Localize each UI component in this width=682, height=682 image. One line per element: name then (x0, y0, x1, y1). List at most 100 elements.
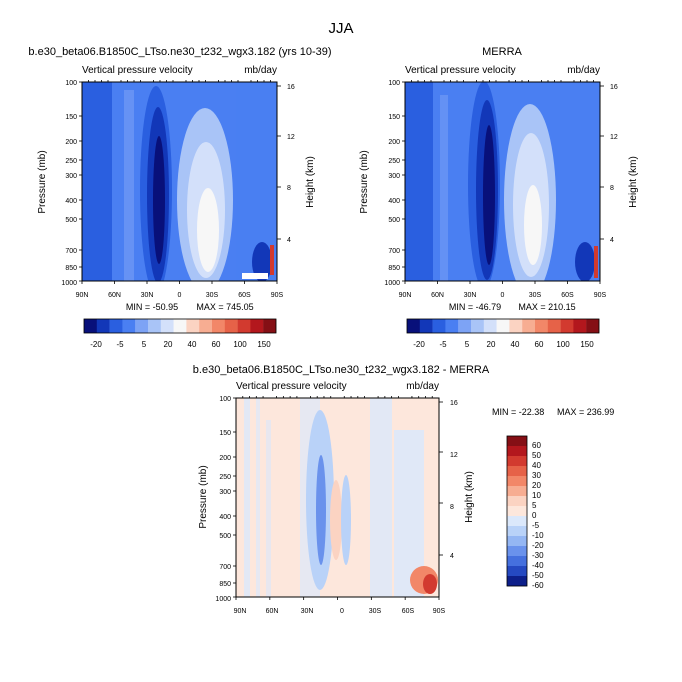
axis-ticks (79, 80, 604, 600)
season-title: JJA (328, 20, 353, 37)
colorbar-label: -10 (532, 531, 544, 540)
ytick-label: 400 (65, 198, 77, 205)
colorbar-swatch (199, 319, 213, 333)
panel-merra-ylabel-right: Height (km) (628, 156, 639, 208)
ytick-label: 500 (65, 217, 77, 224)
colorbar-swatch (212, 319, 225, 333)
colorbar-swatch (419, 319, 433, 333)
colorbar-swatch (122, 319, 136, 333)
ytick-label: 100 (388, 80, 400, 87)
colorbar-label: -50 (532, 571, 544, 580)
colorbar-frame (406, 318, 600, 334)
xtick-label: 90N (234, 608, 247, 615)
xtick-label: 30N (464, 292, 477, 299)
colorbar-frame (83, 318, 277, 334)
colorbar-swatch (507, 576, 527, 587)
ytick-label: 250 (65, 158, 77, 165)
colorbar-swatch (250, 319, 264, 333)
ytick-label: 250 (388, 158, 400, 165)
colorbar-swatch (586, 319, 600, 333)
colorbar-swatch (507, 566, 527, 577)
xtick-label: 30S (529, 292, 542, 299)
colorbar-swatch (547, 319, 561, 333)
ytick-label: 100 (219, 396, 231, 403)
ytick-right-label: 12 (450, 452, 458, 459)
ytick-label: 300 (219, 489, 231, 496)
ytick-label: 150 (388, 114, 400, 121)
ytick-label: 700 (65, 248, 77, 255)
colorbar-label: -30 (532, 551, 544, 560)
field-subsidence-core (197, 188, 219, 272)
ytick-right-label: 12 (287, 134, 295, 141)
ytick-label: 850 (65, 265, 77, 272)
field-polar (575, 242, 595, 281)
panel-model-colorbar (83, 318, 277, 334)
colorbar-label: 10 (532, 491, 541, 500)
ytick-label: 300 (388, 173, 400, 180)
colorbar-swatch (522, 319, 536, 333)
ytick-label: 700 (219, 564, 231, 571)
colorbar-swatch (507, 486, 527, 497)
ytick-label: 250 (219, 474, 231, 481)
panel-merra-ylabel: Pressure (mb) (359, 150, 370, 213)
field-band (370, 398, 392, 597)
colorbar-label: 20 (532, 481, 541, 490)
panel-merra-colorbar (406, 318, 600, 334)
xtick-label: 60S (238, 292, 251, 299)
colorbar-label: -5 (532, 521, 540, 530)
xtick-label: 90N (76, 292, 89, 299)
panel-merra-min: MIN = -46.79 (449, 302, 501, 312)
colorbar-swatch (507, 466, 527, 477)
colorbar-swatch (173, 319, 187, 333)
ytick-label: 1000 (384, 280, 400, 287)
colorbar-label: -5 (439, 340, 447, 349)
ytick-label: 500 (388, 217, 400, 224)
colorbar-label: 5 (142, 340, 147, 349)
ytick-label: 1000 (215, 596, 231, 603)
panel-model-title: b.e30_beta06.B1850C_LTso.ne30_t232_wgx3.… (28, 46, 331, 58)
ytick-label: 850 (388, 265, 400, 272)
colorbar-swatch (160, 319, 174, 333)
colorbar-label: -20 (90, 340, 102, 349)
colorbar-swatch (458, 319, 472, 333)
field-missing (242, 273, 268, 279)
panel-model-max: MAX = 745.05 (196, 302, 253, 312)
xtick-label: 30S (206, 292, 219, 299)
colorbar-label: -60 (532, 581, 544, 590)
colorbar-label: -20 (413, 340, 425, 349)
panel-model-field (82, 82, 277, 281)
field-band (405, 82, 433, 281)
xtick-label: 60S (402, 608, 415, 615)
colorbar-frame (506, 435, 528, 587)
colorbar-swatch (445, 319, 459, 333)
xtick-label: 90S (594, 292, 607, 299)
xtick-label: 0 (340, 608, 344, 615)
colorbar-swatch (507, 536, 527, 547)
field-band (244, 398, 250, 597)
xtick-label: 90S (271, 292, 284, 299)
panel-diff-ylabel-right: Height (km) (464, 471, 475, 523)
colorbar-swatch (507, 436, 527, 447)
colorbar-swatch (507, 506, 527, 517)
colorbar-label: 60 (535, 340, 544, 349)
colorbar-label: 60 (212, 340, 221, 349)
colorbar-label: 5 (532, 501, 537, 510)
panel-merra-field (405, 82, 600, 281)
xtick-label: 30N (301, 608, 314, 615)
colorbar-swatch (507, 446, 527, 457)
field-updraft-core (483, 125, 495, 265)
colorbar-label: 30 (532, 471, 541, 480)
panel-model-subtitle: Vertical pressure velocity (82, 65, 193, 76)
ytick-right-label: 8 (450, 504, 454, 511)
colorbar-swatch (507, 496, 527, 507)
ytick-label: 700 (388, 248, 400, 255)
xtick-label: 30S (369, 608, 382, 615)
ytick-right-label: 16 (450, 400, 458, 407)
panel-diff-yticks: 100 150 200 250 300 400 500 700 850 1000 (215, 396, 231, 603)
panel-diff-colorbar (506, 435, 528, 587)
colorbar-swatch (237, 319, 251, 333)
panel-diff-title: b.e30_beta06.B1850C_LTso.ne30_t232_wgx3.… (193, 364, 490, 376)
panel-diff-yticks-right: 16 12 8 4 (450, 400, 458, 560)
colorbar-swatch (573, 319, 587, 333)
colorbar-label: 60 (532, 441, 541, 450)
